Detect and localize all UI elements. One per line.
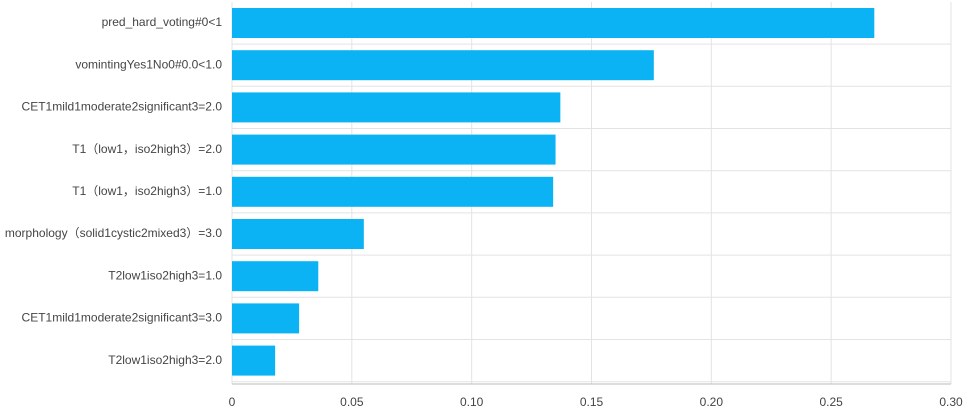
y-tick-label: vomintingYes1No0#0.0<1.0 [75,57,222,71]
x-tick-label: 0.05 [340,395,364,409]
bar [232,50,654,81]
y-tick-label: morphology（solid1cystic2mixed3）=3.0 [5,226,222,240]
x-tick-label: 0.15 [580,395,604,409]
y-tick-label: T1（low1，iso2high3）=2.0 [72,142,222,156]
bar [232,92,561,123]
x-tick-label: 0.20 [700,395,724,409]
x-tick-label: 0.30 [939,395,963,409]
y-tick-label: CET1mild1moderate2significant3=2.0 [22,100,223,114]
bar [232,134,556,165]
x-tick-label: 0 [229,395,236,409]
x-tick-label: 0.10 [460,395,484,409]
y-tick-label: CET1mild1moderate2significant3=3.0 [22,311,223,325]
bar [232,219,364,249]
y-tick-label: T2low1iso2high3=2.0 [108,353,222,367]
y-tick-label: pred_hard_voting#0<1 [102,15,223,29]
x-tick-label: 0.25 [819,395,843,409]
y-tick-label: T2low1iso2high3=1.0 [108,268,222,282]
bar [232,176,554,207]
y-tick-label: T1（low1，iso2high3）=1.0 [72,184,222,198]
bar [232,8,875,38]
bar [232,261,319,292]
bar [232,303,300,334]
bar [232,345,276,376]
